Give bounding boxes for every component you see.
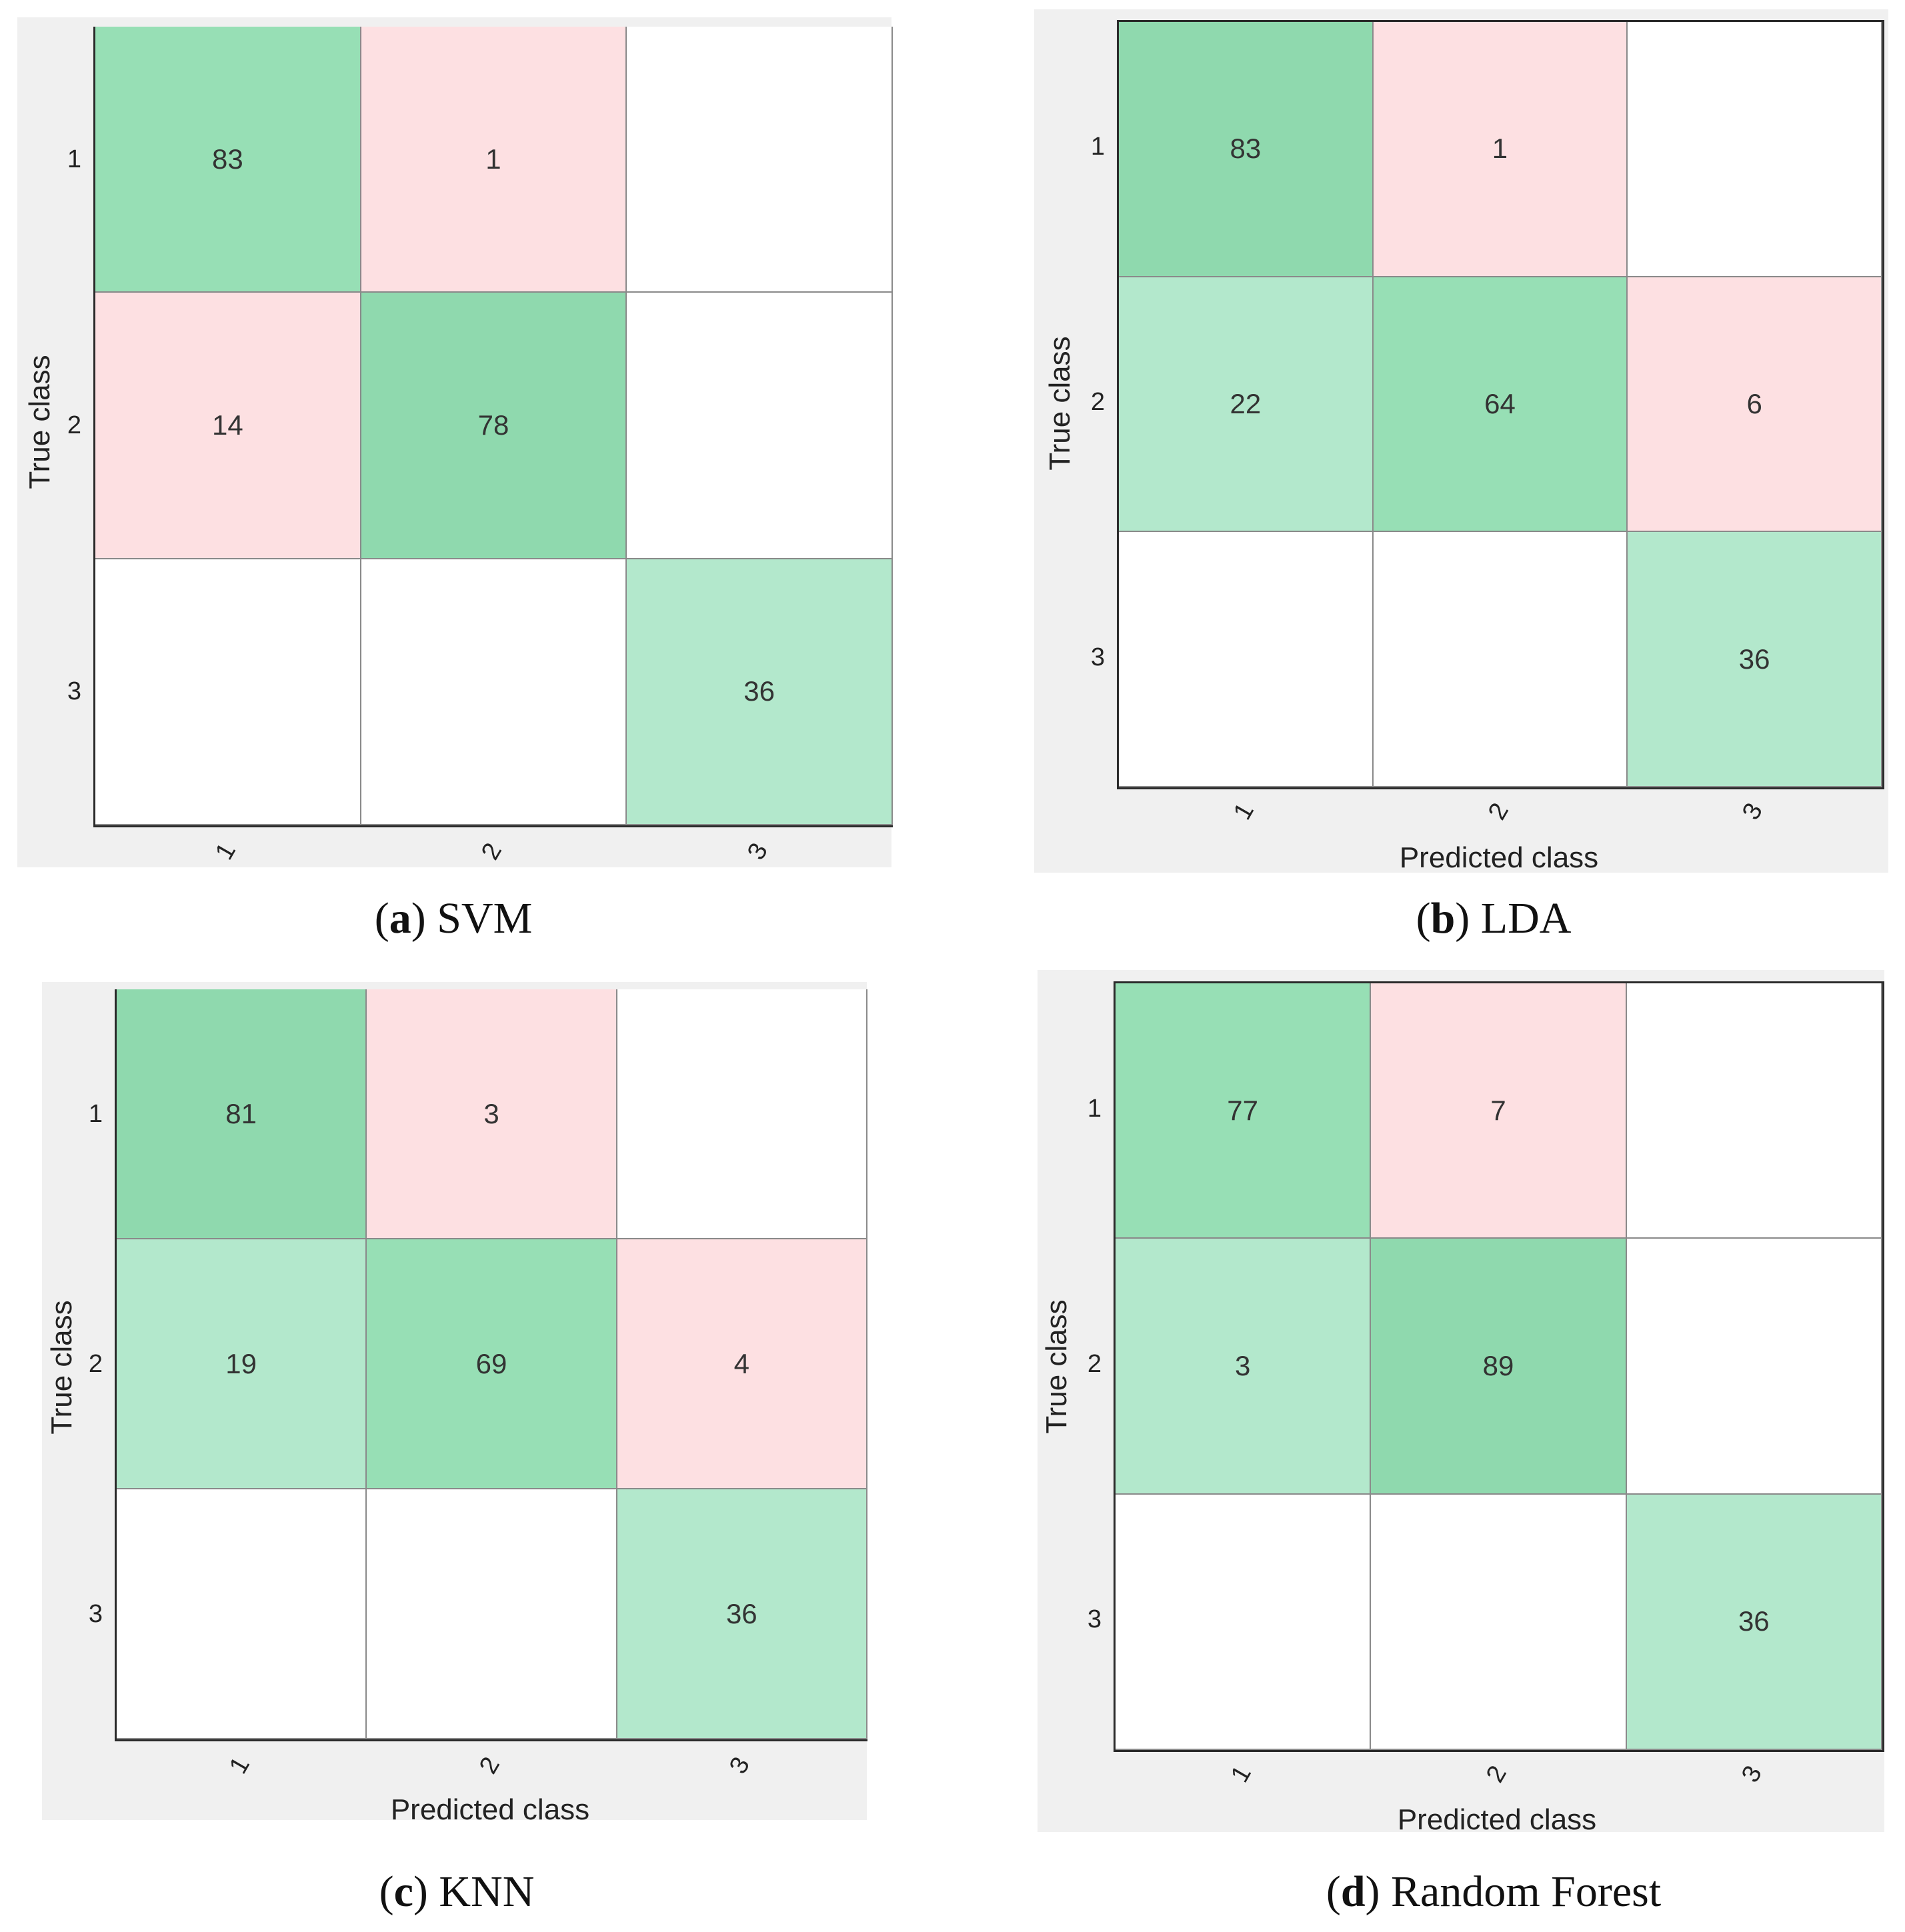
matrix-cell-d-r3-c3: 36 <box>1626 1494 1882 1750</box>
caption-text-a: SVM <box>437 894 533 943</box>
matrix-cell-a-r2-c3 <box>627 293 893 559</box>
y-tick-c-1: 1 <box>88 1099 103 1128</box>
y-tick-a-2: 2 <box>67 411 81 439</box>
y-tick-d-1: 1 <box>1087 1094 1102 1123</box>
matrix-cell-a-r2-c2: 78 <box>361 293 627 559</box>
matrix-cell-b-r1-c3 <box>1628 22 1882 277</box>
matrix-cell-b-r1-c1: 83 <box>1119 22 1374 277</box>
matrix-cell-c-r2-c1: 19 <box>117 1239 367 1489</box>
y-tick-c-2: 2 <box>88 1349 103 1378</box>
matrix-cell-b-r2-c1: 22 <box>1119 277 1374 533</box>
caption-letter-b: b <box>1430 894 1456 943</box>
matrix-cell-c-r3-c3: 36 <box>617 1489 867 1739</box>
confusion-matrix-lda: 83 1 22 64 6 36 <box>1117 20 1884 789</box>
matrix-cell-d-r2-c2: 89 <box>1371 1239 1627 1495</box>
caption-b: (b) LDA <box>1416 894 1572 943</box>
matrix-cell-c-r1-c2: 3 <box>367 989 617 1239</box>
matrix-cell-c-r3-c2 <box>367 1489 617 1739</box>
matrix-cell-b-r1-c2: 1 <box>1373 22 1628 277</box>
y-tick-a-3: 3 <box>67 677 81 706</box>
confusion-matrix-knn: 81 3 19 69 4 36 <box>115 989 867 1741</box>
matrix-cell-a-r1-c2: 1 <box>361 27 627 293</box>
matrix-cell-c-r3-c1 <box>117 1489 367 1739</box>
y-tick-a-1: 1 <box>67 145 81 173</box>
x-axis-label-c: Predicted class <box>390 1793 590 1826</box>
matrix-cell-c-r2-c3: 4 <box>617 1239 867 1489</box>
matrix-cell-d-r2-c3 <box>1626 1239 1882 1495</box>
matrix-cell-a-r3-c2 <box>361 559 627 825</box>
y-tick-c-3: 3 <box>88 1599 103 1628</box>
matrix-cell-a-r2-c1: 14 <box>95 293 361 559</box>
matrix-cell-d-r3-c2 <box>1371 1494 1627 1750</box>
confusion-matrix-random-forest: 77 7 3 89 36 <box>1114 981 1884 1752</box>
matrix-cell-b-r2-c3: 6 <box>1628 277 1882 533</box>
caption-c: (c) KNN <box>379 1867 535 1916</box>
y-tick-d-2: 2 <box>1087 1350 1102 1378</box>
matrix-cell-b-r2-c2: 64 <box>1373 277 1628 533</box>
x-axis-label-d: Predicted class <box>1397 1803 1597 1836</box>
matrix-cell-a-r3-c1 <box>95 559 361 825</box>
matrix-cell-d-r1-c3 <box>1626 983 1882 1239</box>
caption-d: (d) Random Forest <box>1326 1867 1662 1916</box>
caption-text-c: KNN <box>439 1867 535 1916</box>
y-tick-b-2: 2 <box>1090 388 1105 416</box>
matrix-cell-a-r1-c1: 83 <box>95 27 361 293</box>
matrix-cell-d-r2-c1: 3 <box>1116 1239 1372 1495</box>
matrix-cell-b-r3-c1 <box>1119 532 1374 787</box>
caption-letter-d: d <box>1340 1867 1366 1916</box>
caption-text-b: LDA <box>1480 894 1572 943</box>
matrix-cell-c-r2-c2: 69 <box>367 1239 617 1489</box>
caption-a: (a) SVM <box>374 894 533 943</box>
y-axis-label-a: True class <box>23 355 56 489</box>
matrix-cell-b-r3-c2 <box>1373 532 1628 787</box>
matrix-cell-c-r1-c3 <box>617 989 867 1239</box>
y-tick-b-1: 1 <box>1090 133 1105 161</box>
y-axis-label-b: True class <box>1044 336 1076 471</box>
y-axis-label-c: True class <box>45 1300 78 1435</box>
caption-letter-a: a <box>389 894 411 943</box>
matrix-cell-d-r3-c1 <box>1116 1494 1372 1750</box>
matrix-cell-a-r1-c3 <box>627 27 893 293</box>
y-tick-b-3: 3 <box>1090 643 1105 671</box>
confusion-matrix-svm: 83 1 14 78 36 <box>93 27 893 827</box>
y-axis-label-d: True class <box>1040 1299 1073 1434</box>
matrix-cell-c-r1-c1: 81 <box>117 989 367 1239</box>
matrix-cell-d-r1-c2: 7 <box>1371 983 1627 1239</box>
matrix-cell-a-r3-c3: 36 <box>627 559 893 825</box>
caption-text-d: Random Forest <box>1391 1867 1662 1916</box>
x-axis-label-b: Predicted class <box>1399 841 1599 874</box>
matrix-cell-d-r1-c1: 77 <box>1116 983 1372 1239</box>
matrix-cell-b-r3-c3: 36 <box>1628 532 1882 787</box>
caption-letter-c: c <box>393 1867 413 1916</box>
y-tick-d-3: 3 <box>1087 1605 1102 1634</box>
